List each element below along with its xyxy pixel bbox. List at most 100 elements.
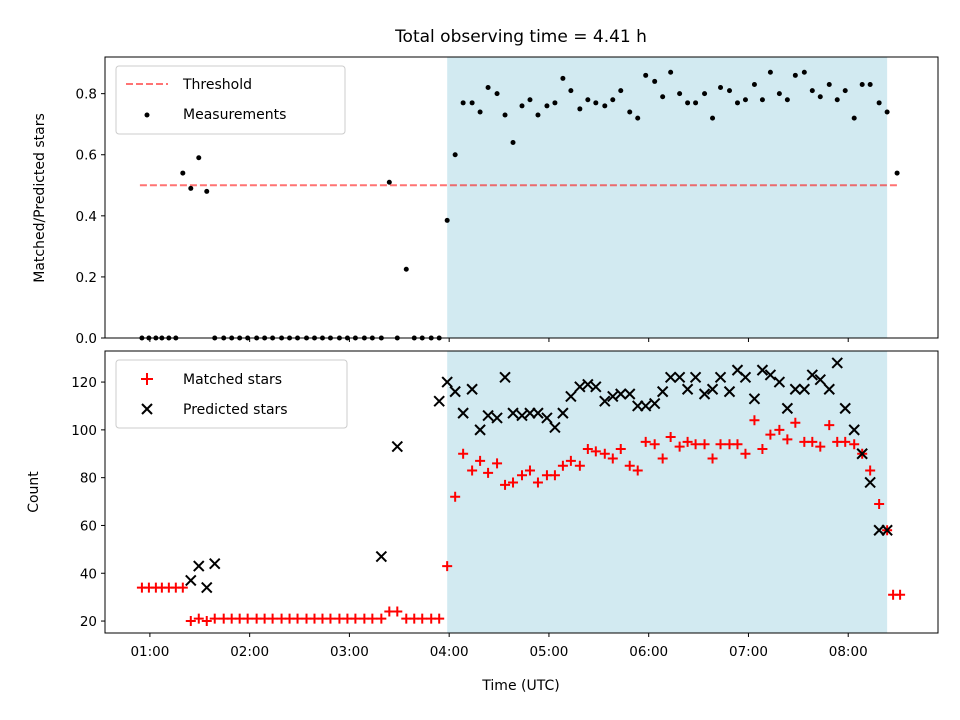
predicted-star-point — [881, 524, 893, 536]
predicted-star-point — [574, 381, 586, 393]
predicted-star-point — [689, 371, 702, 383]
matched-star-point — [325, 613, 336, 624]
matched-star-point — [532, 477, 543, 488]
legend-matched-label: Matched stars — [183, 372, 282, 388]
measurement-point — [477, 109, 483, 115]
predicted-star-point — [441, 376, 453, 388]
predicted-star-point — [457, 407, 469, 419]
predicted-star-point — [814, 373, 826, 386]
matched-stars-points — [136, 415, 906, 627]
legend-predicted-swatch — [141, 403, 153, 415]
predicted-star-point — [466, 383, 478, 395]
predicted-star-point — [656, 385, 669, 398]
measurement-point — [552, 100, 558, 106]
measurement-point — [784, 97, 790, 103]
matched-star-point — [849, 439, 860, 450]
measurement-point — [386, 179, 392, 185]
predicted-star-point — [549, 421, 561, 434]
measurement-point — [485, 85, 491, 91]
top-y-tick-label: 0.6 — [76, 148, 97, 164]
predicted-star-point — [599, 395, 611, 407]
matched-star-point — [376, 613, 387, 624]
measurement-point — [652, 78, 658, 84]
x-tick-label: 07:00 — [729, 644, 768, 660]
x-tick-label: 05:00 — [529, 644, 568, 660]
matched-star-point — [715, 439, 726, 450]
matched-star-point — [434, 613, 445, 624]
top-x-ticks — [149, 338, 849, 342]
legend-measurements-label: Measurements — [183, 107, 286, 123]
matched-star-point — [599, 448, 610, 459]
matched-star-point — [707, 453, 718, 464]
predicted-star-point — [590, 381, 602, 393]
measurement-point — [627, 109, 633, 115]
matched-star-point — [475, 455, 486, 466]
top-plot-frame — [104, 56, 939, 339]
measurement-point — [801, 69, 807, 75]
measurement-point — [510, 140, 516, 146]
matched-star-point — [516, 470, 527, 481]
legend-matched-swatch — [141, 373, 153, 385]
measurement-point — [577, 106, 583, 112]
measurement-point — [635, 115, 641, 121]
predicted-star-point — [806, 369, 819, 381]
matched-star-point — [267, 613, 278, 624]
measurement-point — [403, 266, 409, 272]
top-y-tick-label: 0.8 — [76, 87, 97, 103]
matched-star-point — [392, 606, 403, 617]
matched-star-point — [615, 443, 626, 454]
predicted-star-point — [565, 390, 577, 403]
predicted-star-point — [433, 395, 445, 407]
measurement-point — [204, 188, 210, 194]
matched-star-point — [774, 424, 785, 435]
predicted-star-point — [532, 407, 544, 419]
matched-star-point — [640, 436, 651, 447]
matched-star-point — [524, 465, 535, 476]
matched-star-point — [549, 470, 560, 481]
measurement-point — [527, 97, 533, 103]
matched-star-point — [665, 432, 676, 443]
measurement-point — [180, 170, 186, 176]
measurement-point — [718, 85, 724, 91]
predicted-star-point — [557, 407, 569, 419]
predicted-star-point — [739, 371, 752, 383]
predicted-star-point — [823, 383, 835, 395]
chart-title: Total observing time = 4.41 h — [394, 27, 647, 47]
predicted-star-point — [541, 412, 553, 424]
bottom-y-tick-label: 20 — [80, 614, 97, 630]
predicted-star-point — [781, 402, 794, 415]
predicted-star-point — [723, 385, 736, 398]
matched-star-point — [367, 613, 378, 624]
measurement-point — [792, 72, 798, 78]
matched-star-point — [674, 441, 685, 452]
predicted-star-point — [756, 364, 769, 376]
measurement-point — [767, 69, 773, 75]
matched-star-point — [193, 613, 204, 624]
predicted-star-point — [615, 388, 627, 400]
matched-star-point — [624, 460, 635, 471]
predicted-star-point — [391, 440, 404, 453]
matched-star-point — [350, 613, 361, 624]
bottom-x-ticks: 01:00 02:00 03:00 04:00 05:00 06:00 07:00 08:00 — [130, 633, 868, 660]
x-tick-label: 01:00 — [130, 644, 169, 660]
measurement-point — [618, 88, 624, 94]
measurement-point — [535, 112, 541, 118]
observing-window-bottom — [447, 351, 888, 633]
predicted-star-point — [864, 476, 876, 489]
matched-star-point — [582, 443, 593, 454]
measurement-point — [519, 103, 525, 109]
matched-star-point — [590, 446, 601, 457]
measurement-point — [751, 81, 757, 87]
predicted-star-point — [209, 557, 221, 570]
measurement-point — [668, 69, 674, 75]
measurement-point — [702, 91, 708, 97]
matched-star-point — [467, 465, 478, 476]
bottom-y-ticks: 20 40 60 80 100 120 — [71, 375, 105, 630]
top-y-axis-label: Matched/Predicted stars — [32, 113, 48, 283]
predicted-star-point — [375, 550, 388, 563]
predicted-star-point — [714, 371, 727, 383]
measurement-point — [734, 100, 740, 106]
matched-star-point — [292, 613, 303, 624]
measurement-point — [452, 152, 458, 158]
measurement-point — [460, 100, 466, 106]
